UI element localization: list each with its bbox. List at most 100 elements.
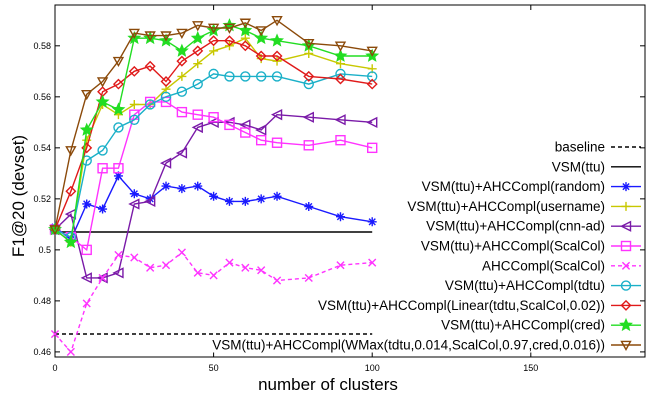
legend-label-bg <box>439 317 607 333</box>
data-point <box>49 225 61 236</box>
data-point <box>144 60 156 72</box>
legend-label-bg <box>442 278 607 294</box>
data-point <box>128 28 140 39</box>
legend: baseline VSM(ttu) VSM(ttu)+AHCCompl(random… <box>210 139 641 353</box>
data-point <box>255 134 267 146</box>
data-point <box>270 33 285 47</box>
data-point <box>111 102 126 116</box>
data-point <box>161 261 171 270</box>
x-axis-title: number of clusters <box>258 375 398 394</box>
y-tick-label: 0.5 <box>38 245 51 255</box>
data-point <box>50 329 60 339</box>
series-line <box>54 101 373 252</box>
legend-marker <box>620 340 632 351</box>
data-point <box>207 23 220 34</box>
data-point <box>144 31 156 42</box>
data-point <box>272 276 282 285</box>
data-point <box>95 94 110 108</box>
legend-label: VSM(ttu)+AHCCompl(random) <box>422 179 605 194</box>
data-point <box>63 234 78 249</box>
data-point <box>98 273 107 283</box>
series-7 <box>49 68 378 243</box>
legend-label: VSM(ttu)+AHCCompl(ScalCol) <box>421 239 605 254</box>
data-point <box>82 299 91 308</box>
legend-entry: AHCCompl(ScalCol) <box>479 258 641 274</box>
legend-label-bg <box>405 198 607 214</box>
x-tick-label: 0 <box>52 363 57 373</box>
legend-entry: VSM(ttu)+AHCCompl(tdtu) <box>442 278 641 294</box>
data-point <box>176 106 188 118</box>
data-point <box>255 71 267 82</box>
data-point <box>144 99 156 110</box>
data-point <box>209 46 219 56</box>
legend-marker <box>620 280 632 291</box>
data-point <box>304 273 313 283</box>
y-tick-label: 0.52 <box>33 194 51 204</box>
data-point <box>97 163 108 174</box>
data-point <box>160 76 172 88</box>
legend-entry: VSM(ttu)+AHCCompl(username) <box>405 198 641 214</box>
data-point <box>160 31 172 42</box>
series-line <box>54 251 373 354</box>
data-point <box>208 68 219 80</box>
data-point <box>256 194 266 204</box>
data-point <box>334 73 346 85</box>
legend-label: VSM(ttu)+AHCCompl(cred) <box>441 318 605 333</box>
data-point <box>368 258 377 267</box>
data-point <box>255 124 267 136</box>
data-point <box>97 145 108 156</box>
legend-entry: baseline <box>552 139 641 155</box>
data-point <box>96 272 108 284</box>
data-point <box>304 48 314 58</box>
data-point <box>192 109 203 120</box>
legend-label-bg <box>479 258 607 274</box>
legend-marker <box>619 220 632 232</box>
data-point <box>303 140 314 151</box>
data-point <box>80 272 92 284</box>
data-point <box>336 261 345 270</box>
legend-label: VSM(ttu)+AHCCompl(tdtu) <box>445 278 605 293</box>
legend-entry: VSM(ttu)+AHCCompl(Linear(tdtu,ScalCol,0.… <box>316 297 641 313</box>
data-point <box>66 347 75 356</box>
data-point <box>65 185 77 197</box>
data-point <box>224 71 235 82</box>
data-point <box>112 78 124 90</box>
data-point <box>193 59 203 69</box>
data-point <box>270 109 283 121</box>
data-point <box>223 23 236 34</box>
legend-label: baseline <box>555 140 605 155</box>
data-point <box>177 71 187 81</box>
data-point <box>129 99 139 109</box>
data-point <box>174 43 189 57</box>
data-point <box>79 122 94 136</box>
legend-label-bg <box>419 179 607 195</box>
series-line <box>54 174 373 241</box>
data-point <box>192 78 203 90</box>
legend-label-bg <box>210 337 607 353</box>
data-point <box>113 122 124 133</box>
series-5 <box>49 96 378 256</box>
data-point <box>161 181 171 191</box>
data-point <box>129 189 139 199</box>
legend-entry: VSM(ttu) <box>549 159 641 175</box>
legend-label: VSM(ttu)+AHCCompl(WMax(tdtu,0.014,ScalCo… <box>212 338 605 353</box>
data-point <box>240 127 251 138</box>
data-point <box>255 26 267 37</box>
y-tick-label: 0.54 <box>33 143 51 153</box>
data-point <box>193 181 203 191</box>
data-point <box>191 121 203 134</box>
legend-label: AHCCompl(ScalCol) <box>482 258 605 273</box>
data-point <box>271 137 283 148</box>
data-point <box>271 50 283 62</box>
data-point <box>238 23 253 37</box>
data-point <box>112 267 124 279</box>
data-point <box>367 71 378 82</box>
series-line <box>54 19 373 230</box>
data-point <box>303 78 314 90</box>
data-point <box>160 91 172 103</box>
series-8 <box>49 35 378 235</box>
legend-label-bg <box>316 297 607 313</box>
data-point <box>209 271 218 280</box>
data-point <box>144 195 156 208</box>
x-axis-ticks: 0 50 100 150 <box>52 5 538 373</box>
